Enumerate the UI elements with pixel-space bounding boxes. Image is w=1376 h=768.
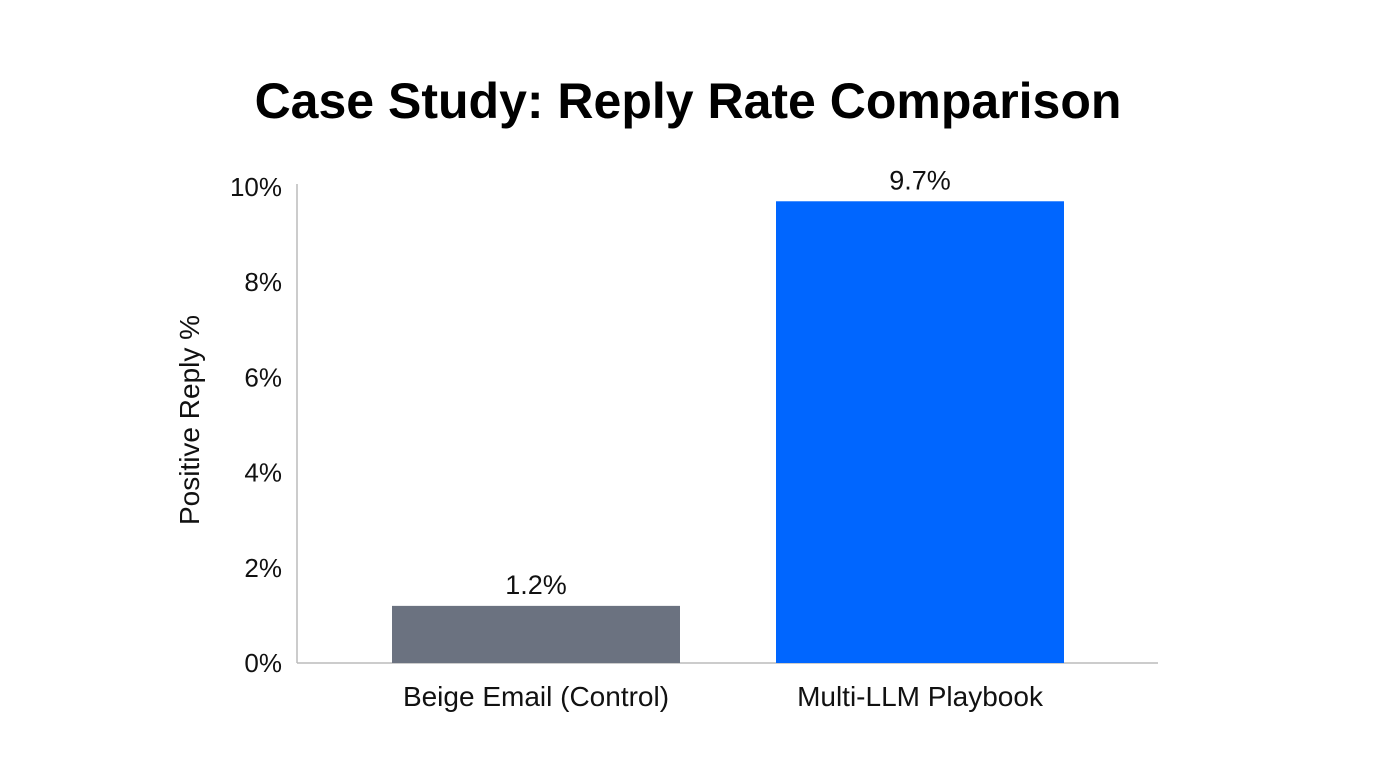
y-tick-label: 10% (230, 172, 282, 202)
y-tick-label: 8% (244, 267, 282, 297)
bar (392, 605, 680, 663)
y-axis-label: Positive Reply % (174, 315, 205, 525)
data-label: 9.7% (889, 165, 951, 195)
y-tick-label: 4% (244, 458, 282, 488)
y-tick-label: 2% (244, 553, 282, 583)
chart-title: Case Study: Reply Rate Comparison (254, 73, 1122, 129)
x-tick-label: Beige Email (Control) (403, 681, 669, 712)
data-label: 1.2% (505, 570, 567, 600)
y-tick-label: 0% (244, 648, 282, 678)
y-tick-label: 6% (244, 362, 282, 392)
bar (776, 201, 1064, 663)
x-tick-label: Multi-LLM Playbook (797, 681, 1044, 712)
